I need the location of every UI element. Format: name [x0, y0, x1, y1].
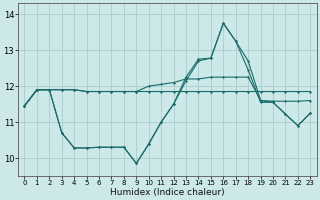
X-axis label: Humidex (Indice chaleur): Humidex (Indice chaleur)	[110, 188, 225, 197]
